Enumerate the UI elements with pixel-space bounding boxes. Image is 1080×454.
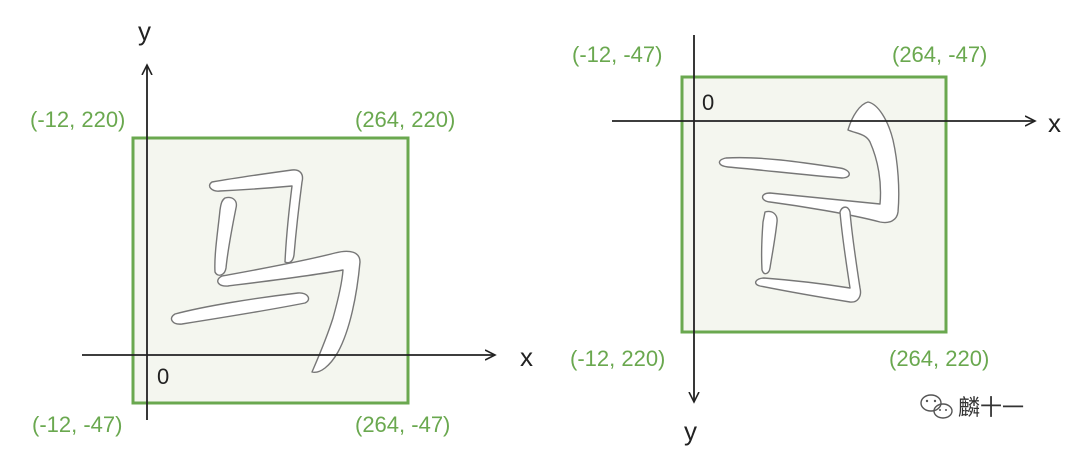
left-corner-top-left: (-12, 220) [30, 107, 125, 132]
left-corner-top-right: (264, 220) [355, 107, 455, 132]
left-glyph [170, 169, 361, 373]
left-corner-bottom-left: (-12, -47) [32, 412, 122, 437]
left-y-axis-label: y [138, 16, 151, 46]
right-corner-bottom-right: (264, 220) [889, 346, 989, 371]
right-y-axis-label: y [684, 416, 697, 446]
watermark-text: 麟十一 [958, 396, 1024, 421]
left-panel: y x 0 (-12, 220) (264, 220) (-12, -47) (… [30, 16, 533, 437]
watermark: 麟十一 [920, 394, 1024, 421]
right-panel: y x 0 (-12, -47) (264, -47) (-12, 220) (… [570, 35, 1061, 446]
right-origin-label: 0 [702, 90, 714, 115]
right-glyph [718, 101, 900, 303]
right-x-axis-label: x [1048, 108, 1061, 138]
wechat-icon [920, 394, 953, 419]
right-corner-top-right: (264, -47) [892, 42, 987, 67]
right-corner-top-left: (-12, -47) [572, 42, 662, 67]
left-origin-label: 0 [157, 364, 169, 389]
left-x-axis-label: x [520, 342, 533, 372]
right-corner-bottom-left: (-12, 220) [570, 346, 665, 371]
left-corner-bottom-right: (264, -47) [355, 412, 450, 437]
